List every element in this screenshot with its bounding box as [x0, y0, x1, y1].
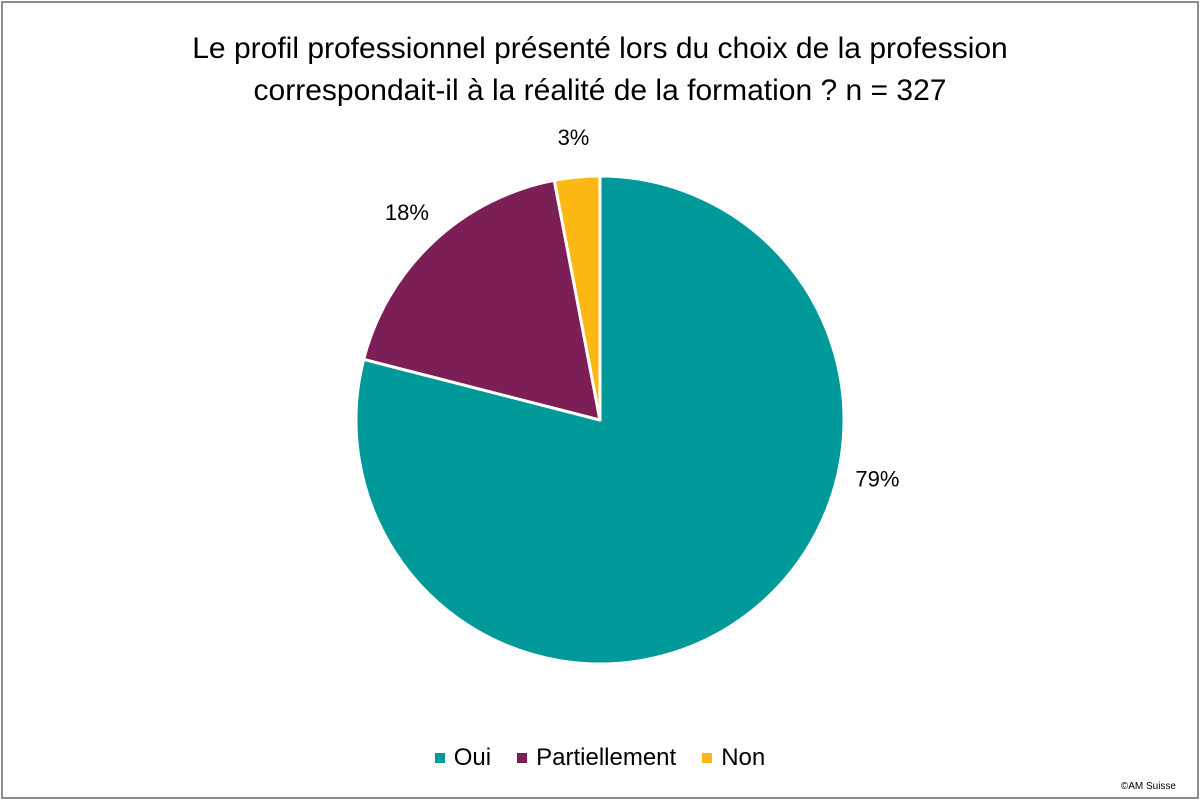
legend-label-non: Non [721, 744, 766, 771]
chart-title: Le profil professionnel présenté lors du… [0, 28, 1200, 112]
copyright-text: ©AM Suisse [1120, 781, 1176, 792]
pie-slice-oui [354, 174, 846, 666]
pie-slice-non [552, 174, 602, 422]
legend-label-oui: Oui [453, 744, 492, 771]
chart-title-line-1: Le profil professionnel présenté lors du… [192, 32, 1008, 65]
legend-item-non: Non [702, 744, 765, 772]
data-label-oui: 79% [855, 467, 899, 492]
legend-swatch-oui [434, 753, 445, 763]
chart-title-line-2: correspondait-il à la réalité de la form… [253, 74, 947, 107]
pie-slice-partiellement [362, 178, 602, 422]
data-label-non: 3% [558, 125, 590, 150]
legend-swatch-non [702, 753, 713, 763]
legend-swatch-partiellement [517, 753, 528, 763]
legend-item-partiellement: Partiellement [517, 744, 676, 772]
data-label-partiellement: 18% [385, 200, 429, 225]
chart-legend: Oui Partiellement Non [0, 744, 1200, 772]
legend-label-partiellement: Partiellement [536, 744, 677, 771]
legend-item-oui: Oui [434, 744, 492, 772]
